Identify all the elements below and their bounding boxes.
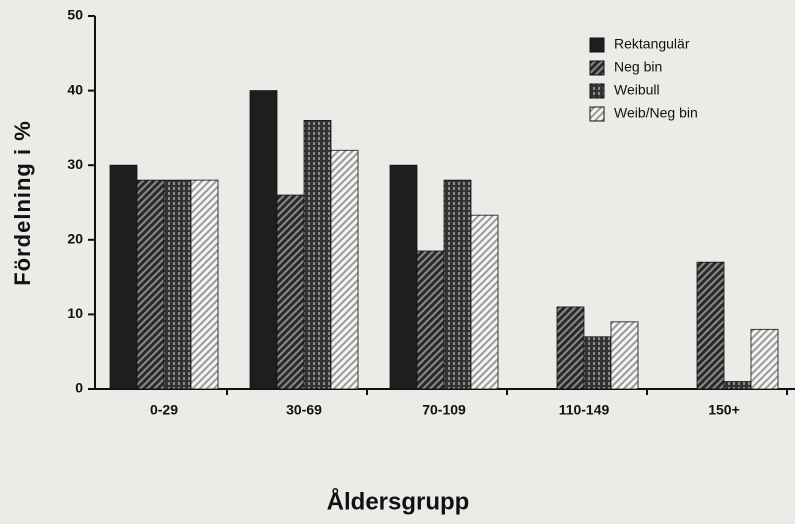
legend-swatch	[589, 106, 605, 122]
bar	[723, 381, 752, 390]
y-tick-label: 30	[67, 156, 83, 172]
bar	[303, 120, 332, 390]
legend-label: Neg bin	[614, 59, 662, 75]
x-tick-label: 110-149	[559, 402, 610, 418]
bar	[330, 149, 359, 390]
bar	[190, 179, 219, 390]
bar	[276, 194, 305, 390]
y-tick-label: 40	[67, 81, 83, 97]
legend-label: Rektangulär	[614, 36, 690, 52]
bar	[750, 328, 779, 390]
bar	[583, 336, 612, 390]
y-tick-label: 20	[67, 231, 83, 247]
bar	[249, 90, 278, 390]
bar	[610, 321, 639, 390]
bar	[389, 164, 418, 390]
bar	[163, 179, 192, 390]
legend-label: Weibull	[614, 82, 660, 98]
legend-swatch	[589, 60, 605, 76]
legend-swatch	[589, 83, 605, 99]
y-tick-label: 50	[67, 7, 83, 23]
bar	[470, 214, 499, 390]
x-tick-label: 30-69	[286, 402, 322, 418]
bar	[556, 306, 585, 390]
legend-swatch	[589, 37, 605, 53]
bar	[416, 250, 445, 390]
x-tick-label: 0-29	[150, 402, 178, 418]
y-tick-label: 0	[75, 380, 83, 396]
bar	[443, 179, 472, 390]
x-tick-label: 70-109	[422, 402, 466, 418]
x-axis-label: Åldersgrupp	[327, 487, 470, 515]
legend-label: Weib/Neg bin	[614, 105, 698, 121]
bar	[109, 164, 138, 390]
bar	[696, 261, 725, 390]
y-axis-label: Fördelning i %	[10, 120, 35, 286]
y-tick-label: 10	[67, 305, 83, 321]
x-tick-label: 150+	[708, 402, 740, 418]
bar	[136, 179, 165, 390]
